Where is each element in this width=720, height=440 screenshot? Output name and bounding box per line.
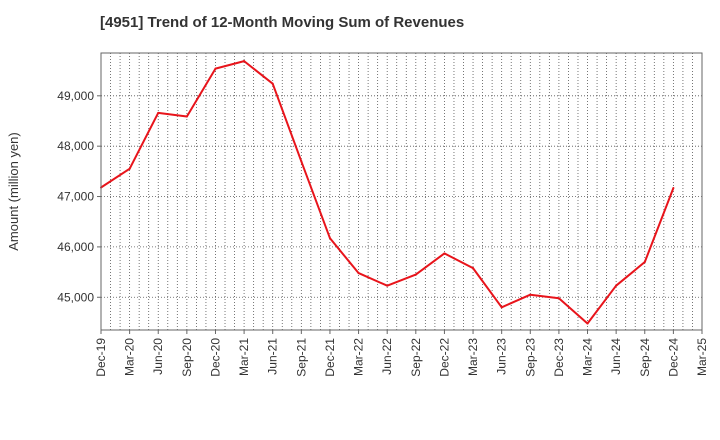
x-tick-label: Jun-24 [609,338,623,375]
x-tick-label: Sep-23 [523,338,537,377]
x-tick-label: Mar-20 [123,338,137,376]
x-tick-label: Dec-21 [323,338,337,377]
y-tick-label: 45,000 [57,290,94,304]
x-tick-label: Dec-23 [552,338,566,377]
y-tick-label: 46,000 [57,240,94,254]
grid-lines [101,53,702,330]
x-tick-label: Mar-22 [352,338,366,376]
data-point [615,284,618,287]
x-axis-ticks: Dec-19 Mar-20 Jun-20 Sep-20 Dec-20 Mar-21 Jun-… [94,330,709,377]
x-tick-label: Dec-22 [437,338,451,377]
data-point [500,306,503,309]
x-tick-label: Sep-20 [180,338,194,377]
data-point [557,297,560,300]
data-point [672,186,675,189]
x-tick-label: Sep-22 [409,338,423,377]
data-point [157,111,160,114]
y-tick-label: 49,000 [57,89,94,103]
x-tick-label: Jun-20 [151,338,165,375]
plot-area-frame [100,52,703,331]
x-tick-label: Dec-24 [666,338,680,377]
x-tick-label: Mar-23 [466,338,480,376]
x-tick-label: Dec-20 [208,338,222,377]
data-point [643,261,646,264]
x-tick-label: Mar-25 [695,338,709,376]
data-point [529,293,532,296]
x-tick-label: Jun-21 [266,338,280,375]
data-point [357,272,360,275]
x-tick-label: Mar-21 [237,338,251,376]
x-tick-label: Sep-24 [638,338,652,377]
data-point [386,284,389,287]
data-point [128,167,131,170]
x-tick-label: Dec-19 [94,338,108,377]
chart-title: [4951] Trend of 12-Month Moving Sum of R… [100,14,465,31]
data-point [472,267,475,270]
data-point [443,252,446,255]
y-axis-ticks: 45,000 46,000 47,000 48,000 49,000 [57,89,101,304]
data-point [328,237,331,240]
x-tick-label: Mar-24 [581,338,595,376]
x-tick-label: Jun-22 [380,338,394,375]
data-point [586,322,589,325]
data-point [300,160,303,163]
data-point [214,67,217,70]
x-tick-label: Jun-23 [495,338,509,375]
y-tick-label: 48,000 [57,139,94,153]
y-axis-label: Amount (million yen) [6,132,21,251]
series-layer [100,60,675,325]
data-point [271,82,274,85]
x-tick-label: Sep-21 [294,338,308,377]
data-point [185,115,188,118]
data-point [243,60,246,63]
data-point [414,273,417,276]
y-tick-label: 47,000 [57,190,94,204]
